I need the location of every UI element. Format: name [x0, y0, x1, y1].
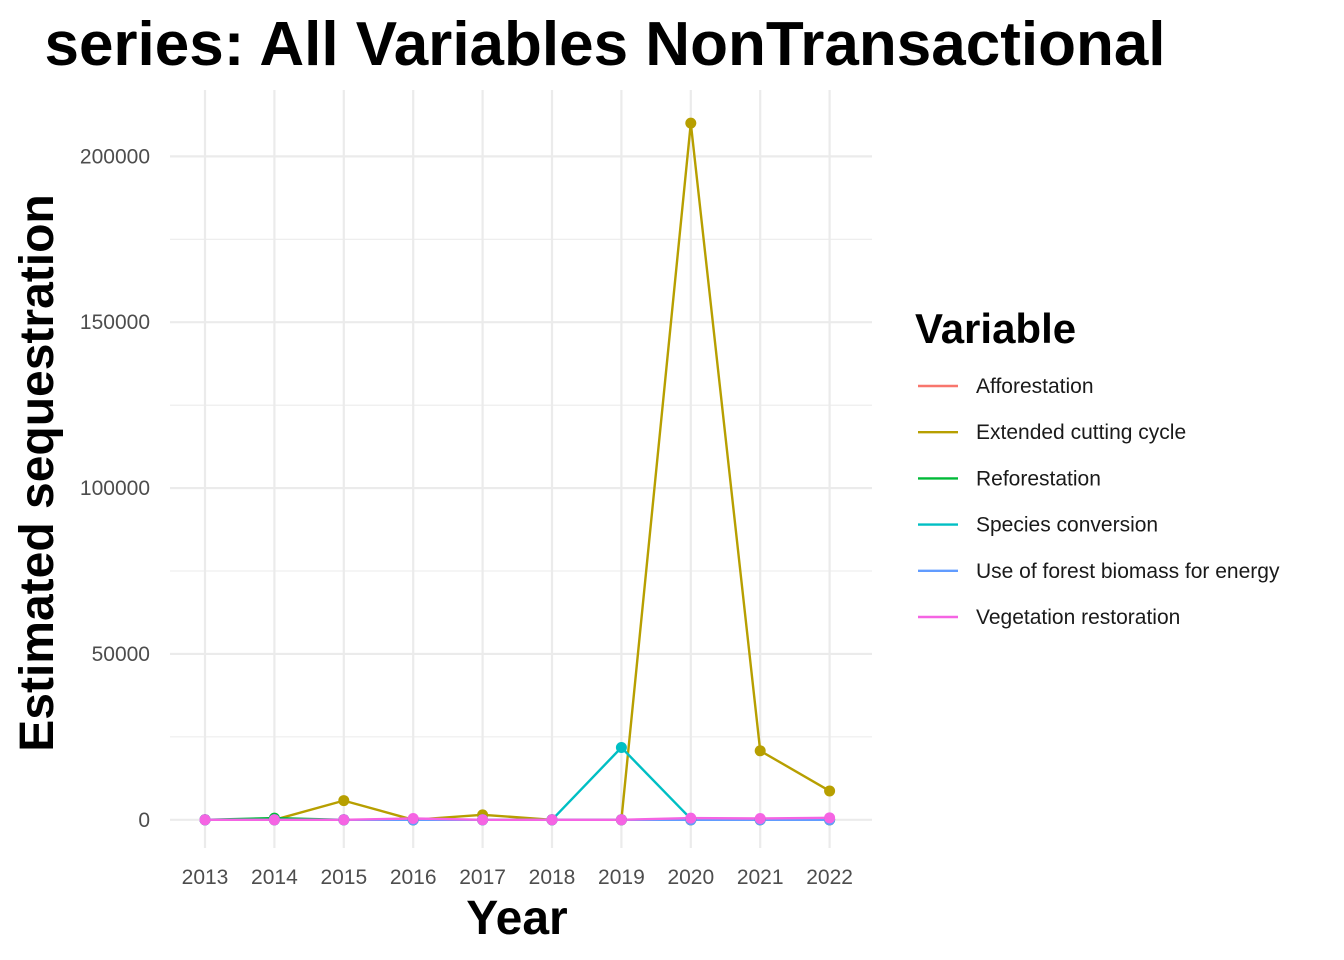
- x-tick-label: 2022: [806, 866, 853, 889]
- data-point-extended-cutting-cycle: [754, 745, 766, 757]
- y-tick-label: 200000: [80, 145, 150, 168]
- data-point-species-conversion: [615, 741, 627, 753]
- y-tick-label: 50000: [92, 643, 150, 666]
- plot-area: [170, 90, 872, 848]
- legend-label-reforestation: Reforestation: [976, 467, 1101, 490]
- x-tick-label: 2015: [320, 866, 367, 889]
- data-point-vegetation-restoration: [338, 814, 350, 826]
- legend-item-extended-cutting-cycle: Extended cutting cycle: [918, 421, 1186, 444]
- x-tick-label: 2018: [529, 866, 576, 889]
- y-axis-title: Estimated sequestration: [11, 194, 64, 751]
- x-tick-label: 2021: [737, 866, 784, 889]
- data-point-vegetation-restoration: [199, 814, 211, 826]
- legend-label-vegetation-restoration: Vegetation restoration: [976, 606, 1180, 629]
- series-lines: [204, 122, 831, 821]
- data-point-vegetation-restoration: [615, 814, 627, 826]
- legend-label-extended-cutting-cycle: Extended cutting cycle: [976, 421, 1186, 444]
- legend-item-species-conversion: Species conversion: [918, 514, 1158, 537]
- legend: Variable Afforestation Extended cutting c…: [915, 305, 1280, 629]
- data-point-extended-cutting-cycle: [824, 785, 836, 797]
- x-tick-label: 2017: [459, 866, 506, 889]
- series-line-species-conversion: [205, 746, 830, 821]
- data-point-vegetation-restoration: [268, 814, 280, 826]
- x-tick-label: 2020: [667, 866, 714, 889]
- grid-lines: [170, 90, 872, 848]
- y-tick-label: 0: [138, 809, 150, 832]
- legend-items: Afforestation Extended cutting cycle Refor…: [918, 375, 1280, 629]
- data-point-extended-cutting-cycle: [338, 795, 350, 807]
- legend-item-afforestation: Afforestation: [918, 375, 1094, 398]
- x-tick-label: 2014: [251, 866, 298, 889]
- series-line-extended-cutting-cycle: [205, 122, 831, 821]
- legend-label-afforestation: Afforestation: [976, 375, 1094, 398]
- data-point-vegetation-restoration: [824, 812, 836, 824]
- x-axis-title: Year: [466, 892, 567, 945]
- legend-item-reforestation: Reforestation: [918, 467, 1101, 490]
- legend-label-species-conversion: Species conversion: [976, 514, 1158, 537]
- data-point-extended-cutting-cycle: [685, 117, 697, 129]
- legend-title: Variable: [915, 305, 1076, 352]
- legend-label-use-of-forest-biomass-for-energy: Use of forest biomass for energy: [976, 560, 1280, 583]
- x-tick-label: 2016: [390, 866, 437, 889]
- data-point-vegetation-restoration: [754, 812, 766, 824]
- data-point-vegetation-restoration: [477, 814, 489, 826]
- y-axis-ticks: 0 50000 100000 150000 200000: [80, 145, 150, 831]
- y-tick-label: 100000: [80, 477, 150, 500]
- x-tick-label: 2013: [182, 866, 229, 889]
- data-point-vegetation-restoration: [685, 812, 697, 824]
- y-tick-label: 150000: [80, 311, 150, 334]
- x-tick-label: 2019: [598, 866, 645, 889]
- x-axis-ticks: 2013 2014 2015 2016 2017 2018 2019 2020 2021 2022: [182, 866, 853, 889]
- legend-item-vegetation-restoration: Vegetation restoration: [918, 606, 1180, 629]
- chart-title: series: All Variables NonTransactional: [44, 10, 1165, 79]
- legend-item-use-of-forest-biomass-for-energy: Use of forest biomass for energy: [918, 560, 1280, 583]
- data-point-vegetation-restoration: [407, 812, 419, 824]
- series-line-vegetation-restoration: [205, 816, 830, 821]
- series-points: [199, 117, 836, 826]
- data-point-vegetation-restoration: [546, 814, 558, 826]
